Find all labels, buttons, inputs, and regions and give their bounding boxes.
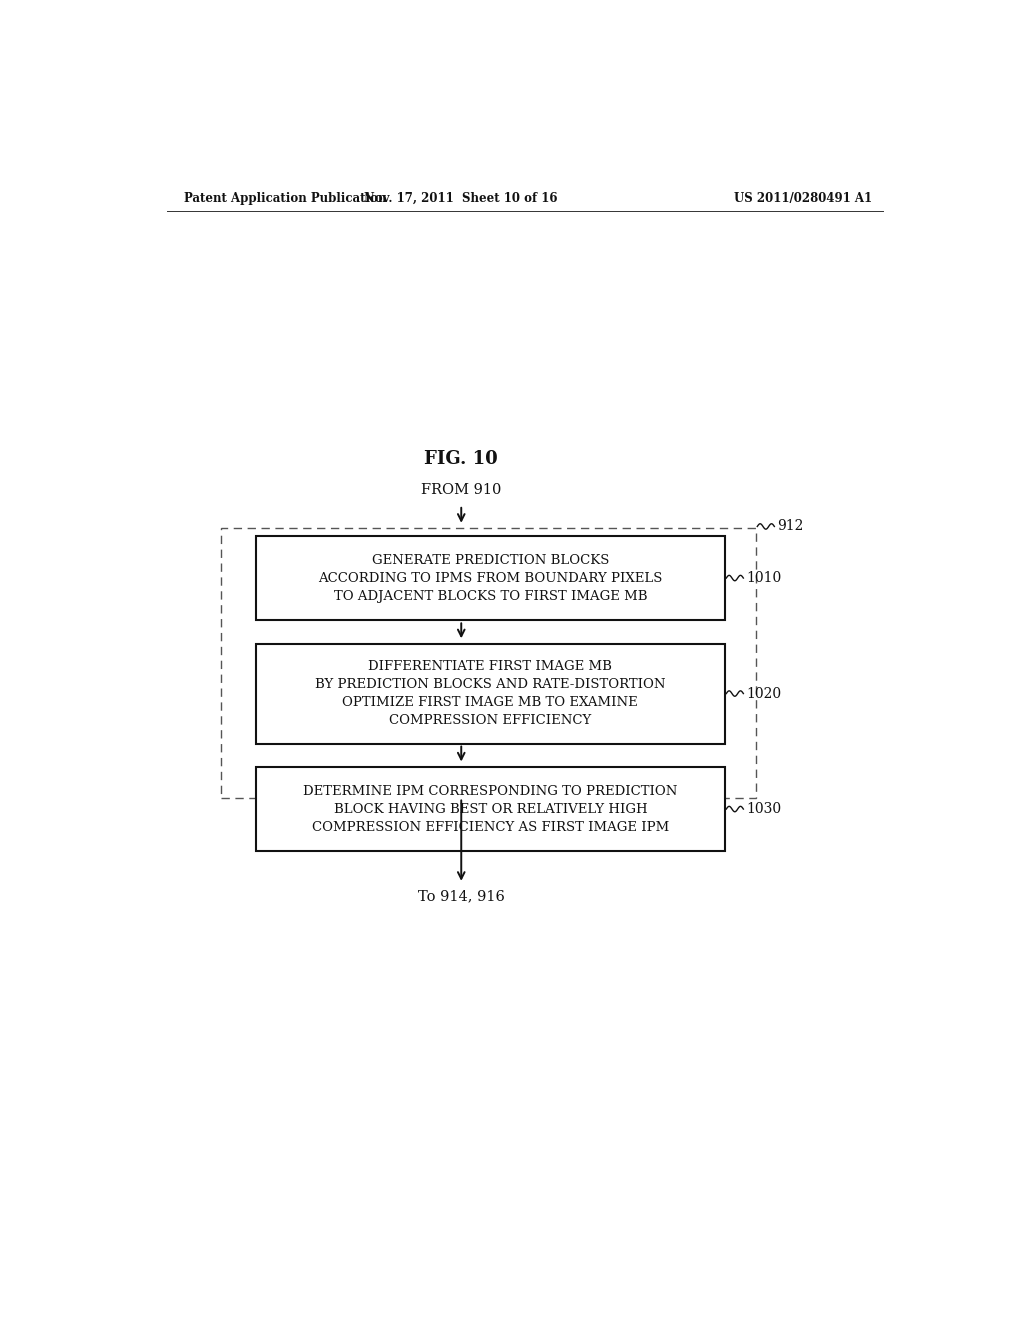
Text: FIG. 10: FIG. 10 — [424, 450, 498, 467]
Text: Patent Application Publication: Patent Application Publication — [183, 191, 386, 205]
Text: DIFFERENTIATE FIRST IMAGE MB
BY PREDICTION BLOCKS AND RATE-DISTORTION
OPTIMIZE F: DIFFERENTIATE FIRST IMAGE MB BY PREDICTI… — [315, 660, 666, 727]
Bar — [221, 528, 756, 797]
Text: To 914, 916: To 914, 916 — [418, 890, 505, 903]
Text: GENERATE PREDICTION BLOCKS
ACCORDING TO IPMS FROM BOUNDARY PIXELS
TO ADJACENT BL: GENERATE PREDICTION BLOCKS ACCORDING TO … — [318, 553, 663, 602]
Text: US 2011/0280491 A1: US 2011/0280491 A1 — [734, 191, 872, 205]
Bar — [256, 536, 725, 620]
Bar — [256, 644, 725, 743]
Text: 1030: 1030 — [746, 803, 781, 816]
Text: 1020: 1020 — [746, 686, 781, 701]
Text: 1010: 1010 — [746, 572, 781, 585]
Text: DETERMINE IPM CORRESPONDING TO PREDICTION
BLOCK HAVING BEST OR RELATIVELY HIGH
C: DETERMINE IPM CORRESPONDING TO PREDICTIO… — [303, 784, 678, 833]
Bar — [256, 767, 725, 851]
Text: 912: 912 — [777, 520, 804, 533]
Text: Nov. 17, 2011  Sheet 10 of 16: Nov. 17, 2011 Sheet 10 of 16 — [365, 191, 558, 205]
Text: FROM 910: FROM 910 — [421, 483, 502, 496]
